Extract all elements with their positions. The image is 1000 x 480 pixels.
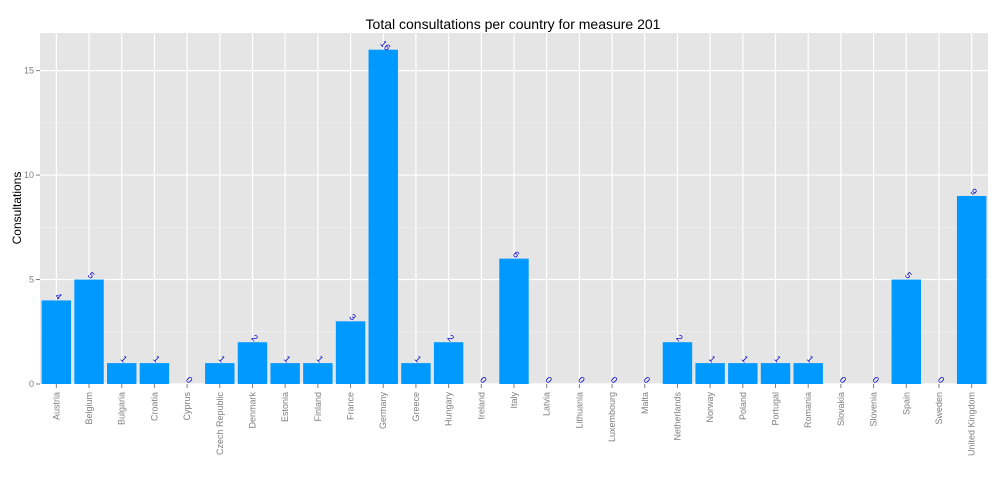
data-label: 6 <box>511 249 522 260</box>
x-tick-label: Italy <box>509 392 519 409</box>
x-tick-label: Estonia <box>280 392 290 422</box>
data-label: 0 <box>642 375 653 386</box>
bar <box>107 363 137 384</box>
bar <box>433 342 464 384</box>
x-tick-label: France <box>346 392 356 420</box>
x-tick-label: Bulgaria <box>117 392 127 425</box>
x-tick-label: Belgium <box>84 392 94 425</box>
x-tick-label: Croatia <box>149 392 159 421</box>
x-tick-label: United Kingdom <box>967 392 977 456</box>
data-label: 9 <box>968 187 979 198</box>
bar <box>499 258 529 384</box>
data-label: 5 <box>86 270 97 281</box>
x-axis: Austria Belgium Bulgaria Croatia Cyprus Czech… <box>51 384 977 456</box>
bar <box>335 321 366 384</box>
x-tick-label: Spain <box>901 392 911 415</box>
data-label: 16 <box>378 39 392 53</box>
x-tick-label: Malta <box>640 392 650 414</box>
x-tick-label: Greece <box>411 392 421 422</box>
data-label: 4 <box>53 291 64 302</box>
bar <box>139 363 170 384</box>
x-tick-label: Norway <box>705 392 715 423</box>
x-tick-label: Finland <box>313 392 323 422</box>
data-label: 0 <box>609 375 620 386</box>
x-tick-label: Slovakia <box>836 392 846 426</box>
data-label: 0 <box>184 375 195 386</box>
data-label: 5 <box>903 270 914 281</box>
data-label: 0 <box>936 375 947 386</box>
x-tick-label: Netherlands <box>672 392 682 441</box>
bars <box>41 49 987 384</box>
data-label: 1 <box>413 354 424 365</box>
data-label: 2 <box>249 333 260 344</box>
bar <box>74 279 104 384</box>
data-label: 0 <box>478 375 489 386</box>
bar <box>237 342 268 384</box>
x-tick-label: Romania <box>803 392 813 428</box>
x-tick-label: Denmark <box>247 392 257 429</box>
y-tick-label: 5 <box>29 275 34 285</box>
data-label: 1 <box>740 354 751 365</box>
bar <box>695 363 725 384</box>
x-tick-label: Germany <box>378 392 388 430</box>
x-tick-label: Hungary <box>444 392 454 427</box>
bar <box>728 363 758 384</box>
y-tick-label: 10 <box>24 170 34 180</box>
data-label: 1 <box>315 354 326 365</box>
data-label: 3 <box>347 312 358 323</box>
bar <box>270 363 300 384</box>
data-label: 0 <box>870 375 881 386</box>
x-tick-label: Czech Republic <box>215 392 225 456</box>
bar <box>891 279 921 384</box>
y-axis-label: Consultations <box>10 172 24 245</box>
bar <box>401 363 431 384</box>
data-label: 0 <box>576 375 587 386</box>
x-tick-label: Austria <box>51 392 61 420</box>
data-label: 1 <box>151 354 162 365</box>
data-label: 1 <box>772 354 783 365</box>
x-tick-label: Slovenia <box>869 392 879 427</box>
bar <box>760 363 791 384</box>
x-tick-label: Luxembourg <box>607 392 617 442</box>
bar <box>205 363 235 384</box>
data-label: 1 <box>805 354 816 365</box>
x-tick-label: Latvia <box>542 392 552 416</box>
bar <box>662 342 693 384</box>
bar <box>956 195 987 384</box>
bar <box>793 363 823 384</box>
data-label: 1 <box>217 354 228 365</box>
x-tick-label: Lithuania <box>574 392 584 429</box>
data-label: 1 <box>119 354 130 365</box>
data-label: 2 <box>674 333 685 344</box>
bar <box>303 363 333 384</box>
data-label: 1 <box>707 354 718 365</box>
bar <box>41 300 72 384</box>
data-label: 2 <box>445 333 456 344</box>
x-tick-label: Sweden <box>934 392 944 425</box>
x-tick-label: Portugal <box>771 392 781 426</box>
x-tick-label: Cyprus <box>182 392 192 421</box>
data-label: 0 <box>838 375 849 386</box>
data-labels: 4 5 1 1 0 1 2 1 1 3 16 1 2 0 6 0 0 0 0 2 1 1 1 1 0 0 5 0 9 <box>53 39 979 386</box>
bar <box>368 49 398 384</box>
data-label: 1 <box>282 354 293 365</box>
data-label: 0 <box>544 375 555 386</box>
chart-title: Total consultations per country for meas… <box>366 16 661 32</box>
y-tick-label: 15 <box>24 66 34 76</box>
y-tick-label: 0 <box>29 379 34 389</box>
y-axis: 0 5 10 15 <box>24 66 40 389</box>
x-tick-label: Ireland <box>476 392 486 420</box>
x-tick-label: Poland <box>738 392 748 420</box>
